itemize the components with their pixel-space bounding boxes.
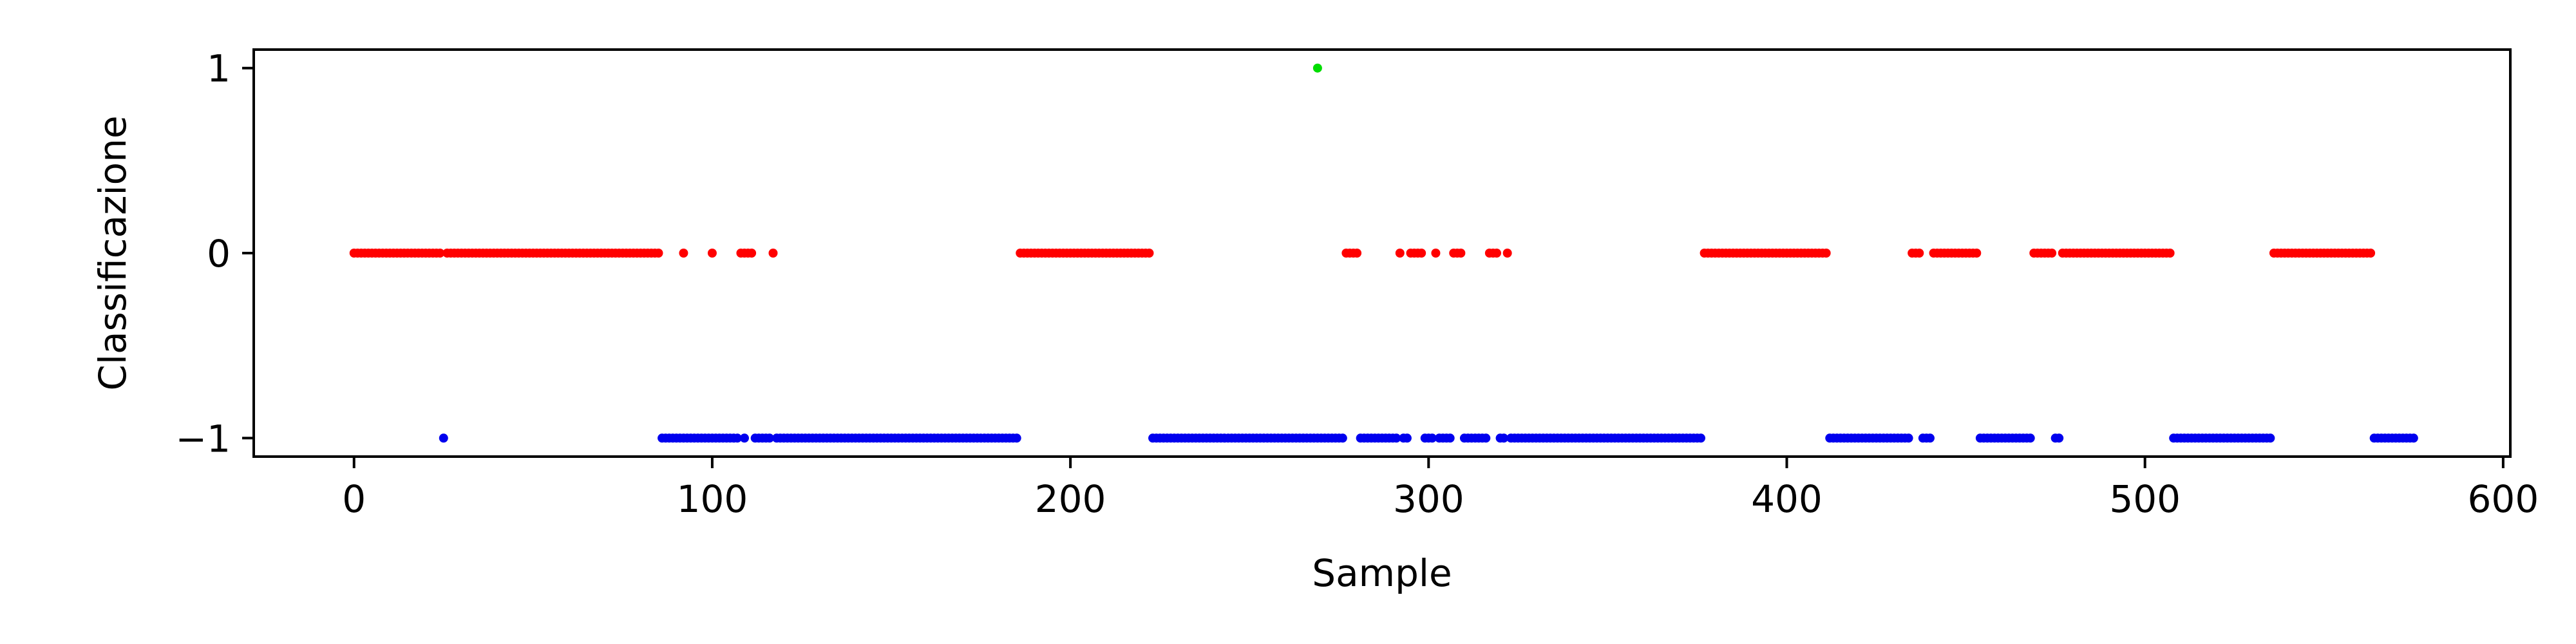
y-axis-title: Classificazione xyxy=(91,115,135,390)
data-point xyxy=(1445,433,1455,443)
data-point xyxy=(1492,249,1501,258)
data-point xyxy=(1972,249,1982,258)
data-point xyxy=(1696,433,1706,443)
y-tick-label: 0 xyxy=(207,232,231,276)
data-point xyxy=(1417,249,1426,258)
data-point xyxy=(732,433,742,443)
x-tick-label: 200 xyxy=(1035,477,1106,521)
axis-ticks: 0 100 200 300 400 500 600 −1 0 1 xyxy=(176,47,2539,521)
data-point xyxy=(679,249,688,258)
data-point xyxy=(1431,249,1441,258)
data-point xyxy=(1402,433,1412,443)
data-point xyxy=(2025,433,2035,443)
data-point xyxy=(1395,249,1405,258)
data-points xyxy=(349,63,2418,443)
x-tick-label: 0 xyxy=(342,477,366,521)
data-point xyxy=(1352,249,1362,258)
data-point xyxy=(1502,249,1512,258)
x-tick-label: 400 xyxy=(1751,477,1823,521)
data-point xyxy=(1392,433,1401,443)
data-point xyxy=(2054,433,2064,443)
data-point xyxy=(2366,249,2376,258)
x-tick-label: 100 xyxy=(677,477,748,521)
data-point xyxy=(707,249,717,258)
data-point xyxy=(739,433,749,443)
data-point xyxy=(1499,433,1509,443)
data-point xyxy=(1925,433,1935,443)
data-point xyxy=(1915,249,1924,258)
data-point xyxy=(1144,249,1154,258)
y-tick-label: 1 xyxy=(207,47,231,91)
data-point xyxy=(2165,249,2175,258)
x-tick-label: 500 xyxy=(2109,477,2181,521)
data-point xyxy=(654,249,663,258)
data-point xyxy=(2266,433,2275,443)
data-point xyxy=(2047,249,2057,258)
x-tick-label: 300 xyxy=(1393,477,1464,521)
data-point xyxy=(1338,433,1347,443)
data-point xyxy=(747,249,757,258)
data-point xyxy=(1312,63,1322,73)
x-axis-title: Sample xyxy=(1312,551,1452,595)
data-point xyxy=(768,249,778,258)
x-tick-label: 600 xyxy=(2468,477,2539,521)
data-point xyxy=(435,249,445,258)
data-point xyxy=(1456,249,1466,258)
data-point xyxy=(439,433,448,443)
data-point xyxy=(1821,249,1831,258)
data-point xyxy=(764,433,774,443)
data-point xyxy=(2409,433,2418,443)
data-point xyxy=(1427,433,1437,443)
data-point xyxy=(1481,433,1491,443)
y-tick-label: −1 xyxy=(176,417,231,460)
data-point xyxy=(1904,433,1913,443)
data-point xyxy=(1012,433,1021,443)
